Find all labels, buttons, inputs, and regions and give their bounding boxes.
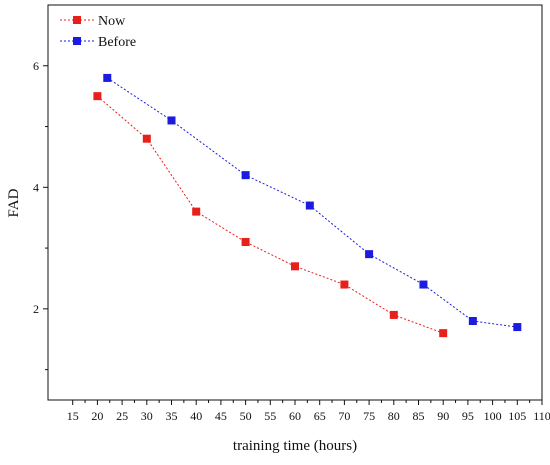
x-tick-label: 25 xyxy=(116,409,128,423)
y-tick-label: 2 xyxy=(33,302,39,316)
plot-frame xyxy=(47,4,543,401)
x-tick-label: 105 xyxy=(508,409,526,423)
x-tick-label: 40 xyxy=(190,409,202,423)
data-point xyxy=(192,207,201,216)
series-1 xyxy=(103,73,522,332)
data-point xyxy=(142,134,151,143)
x-tick-label: 20 xyxy=(91,409,103,423)
data-point xyxy=(167,116,176,125)
data-point xyxy=(103,73,112,82)
x-tick-label: 100 xyxy=(484,409,502,423)
data-point xyxy=(468,317,477,325)
x-tick-label: 35 xyxy=(166,409,178,423)
y-axis-title: FAD xyxy=(6,188,22,217)
x-tick-label: 70 xyxy=(338,409,350,423)
x-tick-label: 80 xyxy=(388,409,400,423)
x-tick-label: 65 xyxy=(314,409,326,423)
data-point xyxy=(513,323,522,332)
x-tick-label: 45 xyxy=(215,409,227,423)
x-tick-label: 110 xyxy=(533,409,550,423)
x-axis-title: training time (hours) xyxy=(233,438,357,454)
x-tick-label: 50 xyxy=(240,409,252,423)
x-tick-label: 95 xyxy=(462,409,474,423)
y-tick-label: 6 xyxy=(33,59,39,73)
data-point xyxy=(291,262,299,271)
data-point xyxy=(241,238,250,246)
data-point xyxy=(389,310,398,319)
y-tick-label: 4 xyxy=(33,180,39,194)
legend-marker xyxy=(73,16,81,24)
x-tick-label: 55 xyxy=(264,409,276,423)
series-0 xyxy=(93,92,448,338)
series-line xyxy=(107,77,518,328)
legend-label: Now xyxy=(98,14,126,29)
series-layer xyxy=(93,73,522,338)
axis-ticks: 15 20 25 30 35 40 45 50 55 60 65 70 75 80 85 90 95 100 105… xyxy=(33,59,550,423)
x-tick-label: 15 xyxy=(67,409,79,423)
legend-label: Before xyxy=(98,35,136,50)
data-point xyxy=(340,280,349,289)
x-tick-label: 30 xyxy=(141,409,153,423)
data-point xyxy=(365,250,374,259)
data-point xyxy=(305,201,314,210)
data-point xyxy=(419,280,428,289)
x-tick-label: 60 xyxy=(289,409,301,423)
x-tick-label: 90 xyxy=(437,409,449,423)
data-point xyxy=(439,329,448,338)
x-tick-label: 75 xyxy=(363,409,375,423)
legend-marker xyxy=(73,37,81,45)
x-tick-label: 85 xyxy=(413,409,425,423)
data-point xyxy=(93,92,102,101)
data-point xyxy=(241,171,250,180)
series-line xyxy=(97,95,444,334)
legend: Now Before xyxy=(60,14,136,50)
